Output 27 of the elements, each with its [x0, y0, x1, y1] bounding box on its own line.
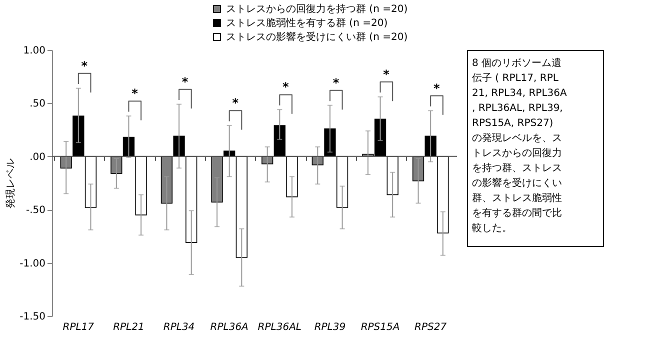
annotation: *: [132, 86, 139, 101]
y-tick-label: 1.00: [23, 46, 46, 56]
annotation: *: [332, 76, 340, 90]
x-tick-label: RPL39: [314, 322, 346, 333]
annotation: *: [433, 81, 440, 96]
x-tick-label: RPL21: [113, 322, 144, 333]
text: 8 個のリボソーム遺伝子 ( RPL17, RPL21, RPL34, RPL36A, RPL36AL, RPL39, RPS15A, RPS27) の発現レベルを、ストレスからの回復力を持つ群、ストレスの影響を受けにくい群、ストレス脆弱性を有する群の間で比較した。: [472, 58, 567, 234]
x-tick-label: RPS15A: [360, 322, 400, 333]
y-tick-label: .00: [30, 152, 46, 163]
y-tick-label: -1.00: [20, 258, 46, 270]
annotation: *: [383, 67, 390, 82]
y-tick-label: .50: [30, 98, 46, 110]
y-axis-title: 発現レベル: [6, 158, 17, 208]
legend-label: ストレス脆弱性を有する群 (n =20): [226, 17, 388, 29]
x-tick-label: RPS27: [414, 322, 448, 333]
annotation: *: [81, 58, 88, 73]
y-tick-label: -.50: [26, 205, 46, 216]
x-tick-label: RPL34: [163, 322, 195, 333]
y-tick-label: -1.50: [20, 312, 46, 322]
annotation: *: [182, 74, 189, 89]
legend-label: ストレスの影響を受けにくい群 (n =20): [226, 31, 408, 43]
x-tick-label: RPL36A: [210, 322, 249, 333]
annotation: *: [282, 80, 290, 94]
x-tick-label: RPL36AL: [258, 322, 302, 333]
legend-label: ストレスからの回復力を持つ群 (n =20): [226, 3, 408, 15]
annotation: *: [232, 96, 240, 110]
x-tick-label: RPL17: [62, 322, 95, 333]
